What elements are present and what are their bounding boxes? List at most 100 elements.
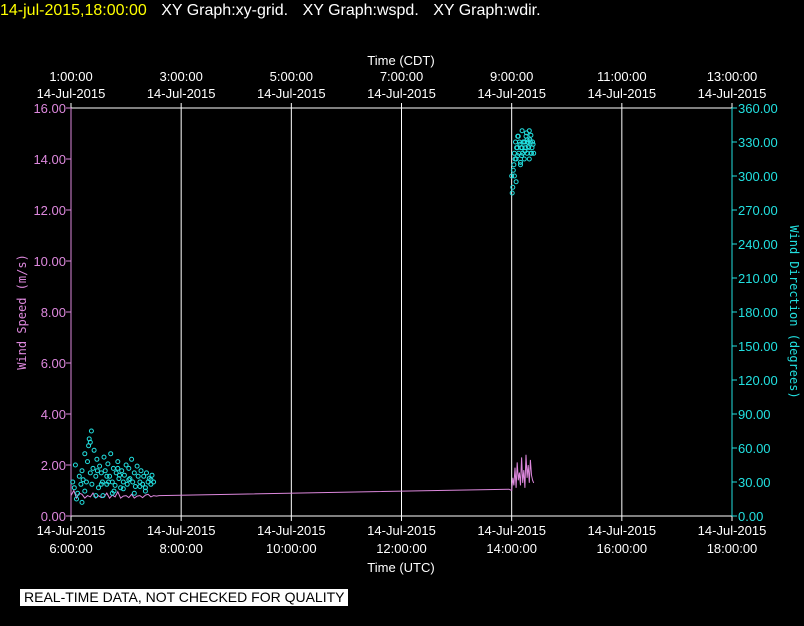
wind-direction-point	[121, 472, 127, 478]
x-top-axis-label: Time (CDT)	[367, 53, 434, 68]
wind-direction-point	[518, 159, 523, 165]
x-bottom-tick-date: 14-Jul-2015	[257, 523, 326, 538]
x-bottom-tick-date: 14-Jul-2015	[37, 523, 106, 538]
wind-direction-point	[104, 473, 110, 479]
wind-direction-point	[515, 133, 521, 139]
right-axis-tick-label: 30.00	[738, 475, 771, 490]
wind-direction-point	[106, 479, 111, 485]
x-bottom-tick-date: 14-Jul-2015	[367, 523, 436, 538]
wind-direction-point	[94, 468, 100, 474]
wind-direction-point	[83, 479, 89, 485]
wind-direction-point	[144, 470, 149, 476]
chart-header: 14-jul-2015,18:00:00 XY Graph:xy-grid. X…	[0, 2, 551, 26]
wind-direction-point	[519, 145, 525, 151]
axis-ticks: 14-Jul-2015 6:00:00 14-Jul-2015 8:00:00 14-J…	[33, 69, 777, 556]
x-bottom-tick-date: 14-Jul-2015	[147, 523, 216, 538]
wind-direction-point	[82, 488, 88, 494]
wind-direction-point	[112, 482, 118, 488]
wind-direction-point	[141, 473, 147, 479]
graph-title-wspd: XY Graph:wspd.	[302, 2, 419, 19]
wind-direction-point	[132, 484, 138, 489]
x-top-tick-date: 14-Jul-2015	[698, 86, 767, 101]
wind-direction-point	[70, 479, 76, 485]
series-layer	[70, 128, 537, 505]
wind-direction-point	[131, 470, 137, 476]
x-bottom-tick-time: 14:00:00	[486, 541, 537, 556]
wind-direction-point	[522, 145, 528, 151]
wind-direction-point	[531, 150, 537, 156]
x-top-tick-time: 9:00:00	[490, 69, 533, 84]
wind-direction-point	[119, 468, 125, 474]
left-axis-tick-label: 4.00	[41, 407, 66, 422]
wind-direction-point	[510, 184, 516, 190]
right-axis-label: Wind Direction (degrees)	[787, 225, 801, 398]
wind-direction-point	[138, 468, 144, 474]
right-axis-tick-label: 150.00	[738, 339, 778, 354]
wind-direction-point	[80, 477, 86, 483]
wind-direction-point	[522, 148, 528, 154]
wind-direction-point	[130, 479, 136, 485]
wind-direction-point	[94, 456, 100, 462]
wind-direction-point	[148, 477, 154, 483]
right-axis-tick-label: 330.00	[738, 135, 778, 150]
left-axis-tick-label: 14.00	[33, 152, 66, 167]
x-top-tick-date: 14-Jul-2015	[147, 86, 216, 101]
wind-direction-point	[98, 481, 104, 487]
wind-direction-point	[79, 499, 85, 505]
left-axis-tick-label: 10.00	[33, 254, 66, 269]
wind-direction-point	[117, 472, 122, 478]
wind-direction-point	[511, 173, 517, 179]
x-bottom-tick-time: 16:00:00	[597, 541, 648, 556]
wind-direction-point	[87, 470, 93, 476]
wind-direction-point	[75, 490, 81, 496]
wind-direction-point	[514, 145, 520, 151]
wind-direction-point	[111, 488, 117, 494]
wind-direction-point	[100, 493, 106, 499]
right-axis-tick-label: 90.00	[738, 407, 771, 422]
right-axis-tick-label: 360.00	[738, 101, 778, 116]
x-top-tick-time: 7:00:00	[380, 69, 423, 84]
wind-direction-point	[525, 144, 531, 149]
wind-direction-point	[93, 493, 99, 499]
right-axis-tick-label: 210.00	[738, 271, 778, 286]
right-axis-tick-label: 60.00	[738, 441, 771, 456]
wind-direction-point	[137, 484, 143, 489]
left-axis-label: Wind Speed (m/s)	[15, 254, 29, 370]
right-axis-tick-label: 120.00	[738, 373, 778, 388]
wind-direction-point	[72, 462, 78, 468]
graph-title-grid: XY Graph:xy-grid.	[161, 2, 289, 19]
wind-direction-point	[116, 476, 122, 482]
wind-direction-point	[530, 141, 536, 147]
wind-direction-point	[105, 461, 111, 467]
x-top-tick-date: 14-Jul-2015	[257, 86, 326, 101]
wind-direction-point	[91, 447, 97, 453]
x-bottom-tick-time: 6:00:00	[49, 541, 92, 556]
grid-lines	[180, 108, 623, 516]
wind-direction-point	[101, 454, 107, 460]
x-bottom-tick-time: 8:00:00	[159, 541, 202, 556]
wind-direction-point	[131, 490, 137, 496]
wind-direction-point	[526, 128, 532, 134]
wind-direction-point	[79, 468, 85, 474]
wind-direction-point	[511, 162, 517, 168]
wind-direction-point	[96, 485, 101, 491]
x-top-tick-date: 14-Jul-2015	[367, 86, 436, 101]
wind-direction-point	[510, 167, 516, 173]
left-axis-tick-label: 6.00	[41, 356, 66, 371]
wind-direction-point	[519, 128, 525, 134]
wind-direction-point	[134, 463, 140, 469]
wind-direction-point	[86, 436, 92, 442]
x-bottom-tick-date: 14-Jul-2015	[588, 523, 657, 538]
wind-direction-point	[93, 473, 99, 479]
wind-direction-point	[135, 473, 141, 479]
wind-direction-point	[85, 459, 90, 465]
left-axis-tick-label: 2.00	[41, 458, 66, 473]
wind-direction-point	[107, 473, 113, 479]
wind-direction-point	[513, 179, 519, 185]
wind-direction-point	[113, 470, 119, 476]
wind-direction-point	[509, 190, 515, 196]
wind-direction-point	[123, 462, 129, 468]
wind-direction-point	[517, 141, 523, 147]
wind-direction-point	[108, 451, 114, 457]
